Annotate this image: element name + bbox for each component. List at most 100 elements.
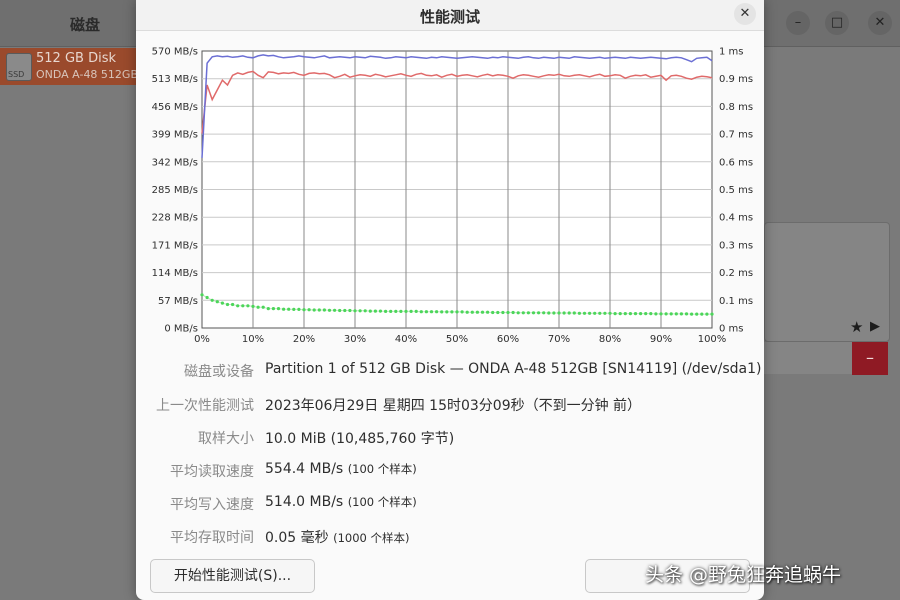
access-time-point bbox=[363, 309, 367, 313]
info-row-avg-write: 平均写入速度 514.0 MB/s (100 个样本) bbox=[136, 494, 764, 516]
access-time-point bbox=[659, 312, 663, 316]
access-time-point bbox=[460, 310, 464, 314]
disk-model: ONDA A-48 512GB bbox=[36, 68, 136, 81]
y-tick-label-right: 0.5 ms bbox=[719, 185, 753, 196]
info-label: 取样大小 bbox=[198, 431, 254, 447]
info-value: Partition 1 of 512 GB Disk — ONDA A-48 5… bbox=[265, 361, 762, 377]
info-value: 2023年06月29日 星期四 15时03分09秒（不到一分钟 前） bbox=[265, 398, 642, 414]
y-tick-label-left: 399 MB/s bbox=[152, 130, 198, 141]
access-time-point bbox=[516, 311, 520, 315]
access-time-point bbox=[572, 311, 576, 315]
x-tick-label: 30% bbox=[344, 334, 366, 345]
access-time-point bbox=[205, 295, 209, 300]
access-time-point bbox=[282, 307, 286, 311]
access-time-point bbox=[261, 305, 265, 309]
x-tick-label: 80% bbox=[599, 334, 621, 345]
access-time-point bbox=[557, 311, 561, 315]
access-time-point bbox=[251, 304, 255, 308]
info-row-last-test: 上一次性能测试 2023年06月29日 星期四 15时03分09秒（不到一分钟 … bbox=[136, 395, 764, 417]
x-tick-label: 60% bbox=[497, 334, 519, 345]
access-time-point bbox=[419, 310, 423, 314]
access-time-point bbox=[480, 310, 485, 314]
access-time-point bbox=[633, 312, 638, 316]
access-time-point bbox=[654, 312, 658, 316]
info-label: 平均读取速度 bbox=[170, 464, 254, 480]
access-time-point bbox=[618, 312, 622, 316]
y-tick-label-right: 0.8 ms bbox=[719, 102, 753, 113]
access-time-point bbox=[215, 300, 219, 304]
access-time-point bbox=[241, 304, 245, 308]
access-time-point bbox=[302, 308, 306, 312]
access-time-point bbox=[649, 312, 653, 316]
access-time-point bbox=[389, 309, 393, 313]
play-icon[interactable]: ▶ bbox=[870, 319, 880, 334]
background-window-title: 磁盘 bbox=[70, 16, 101, 34]
access-time-point bbox=[521, 311, 525, 315]
x-tick-label: 70% bbox=[548, 334, 570, 345]
access-time-point bbox=[603, 311, 607, 315]
access-time-point bbox=[526, 311, 530, 315]
info-row-device: 磁盘或设备 Partition 1 of 512 GB Disk — ONDA … bbox=[136, 361, 764, 383]
access-time-point bbox=[450, 310, 454, 314]
x-tick-label: 50% bbox=[446, 334, 468, 345]
access-time-point bbox=[200, 293, 204, 297]
access-time-point bbox=[542, 311, 546, 315]
access-time-point bbox=[537, 311, 541, 315]
sample-note: (100 个样本) bbox=[347, 462, 417, 476]
delete-partition-button[interactable]: – bbox=[852, 342, 888, 375]
secondary-dialog-button[interactable] bbox=[585, 559, 750, 593]
access-time-point bbox=[424, 310, 428, 314]
watermark-text: 头条 @野兔狂奔追蜗牛 bbox=[645, 564, 842, 586]
x-tick-label: 90% bbox=[650, 334, 672, 345]
access-time-point bbox=[470, 310, 474, 314]
close-window-button[interactable]: ✕ bbox=[868, 11, 892, 35]
star-icon[interactable]: ★ bbox=[850, 318, 864, 336]
y-tick-label-left: 285 MB/s bbox=[152, 185, 198, 196]
access-time-point bbox=[623, 312, 627, 316]
y-tick-label-left: 57 MB/s bbox=[158, 296, 198, 307]
access-time-point bbox=[327, 308, 332, 312]
access-time-point bbox=[679, 312, 684, 316]
y-tick-label-right: 1 ms bbox=[719, 47, 744, 58]
info-value: 10.0 MiB (10,485,760 字节) bbox=[265, 431, 455, 447]
volume-map[interactable] bbox=[764, 222, 890, 342]
access-time-point bbox=[628, 312, 632, 316]
access-time-point bbox=[639, 312, 643, 316]
access-time-point bbox=[644, 312, 648, 316]
access-time-point bbox=[312, 308, 316, 312]
info-row-sample-size: 取样大小 10.0 MiB (10,485,760 字节) bbox=[136, 428, 764, 450]
dialog-header bbox=[136, 0, 764, 31]
access-time-point bbox=[348, 308, 352, 313]
access-time-point bbox=[333, 308, 337, 312]
access-time-point bbox=[210, 298, 214, 302]
y-tick-label-left: 114 MB/s bbox=[152, 268, 198, 279]
access-time-point bbox=[577, 311, 581, 315]
access-time-point bbox=[297, 307, 301, 311]
info-value: 514.0 MB/s (100 个样本) bbox=[265, 494, 417, 510]
write-speed-line bbox=[201, 70, 713, 134]
start-benchmark-button[interactable]: 开始性能测试(S)... bbox=[150, 559, 315, 593]
access-time-point bbox=[700, 312, 704, 316]
access-time-point bbox=[287, 307, 291, 311]
access-time-point bbox=[338, 308, 342, 313]
dialog-close-button[interactable]: ✕ bbox=[734, 3, 756, 25]
disk-name: 512 GB Disk bbox=[36, 51, 116, 66]
access-time-point bbox=[608, 311, 612, 315]
access-time-point bbox=[307, 308, 311, 312]
x-tick-label: 40% bbox=[395, 334, 417, 345]
minimize-button[interactable]: – bbox=[786, 11, 810, 35]
access-time-point bbox=[501, 310, 505, 315]
maximize-button[interactable]: □ bbox=[825, 11, 849, 35]
access-time-point bbox=[414, 309, 418, 313]
access-time-point bbox=[598, 311, 602, 315]
sample-note: (100 个样本) bbox=[347, 495, 417, 509]
access-time-point bbox=[588, 311, 592, 315]
sidebar-item-disk[interactable]: SSD 512 GB Disk ONDA A-48 512GB bbox=[0, 48, 136, 85]
info-label: 上一次性能测试 bbox=[156, 398, 254, 414]
access-time-point bbox=[409, 309, 413, 313]
access-time-point bbox=[690, 312, 694, 316]
access-time-point bbox=[266, 307, 270, 311]
y-tick-label-left: 228 MB/s bbox=[152, 213, 198, 224]
access-time-point bbox=[695, 312, 699, 316]
y-tick-label-right: 0 ms bbox=[719, 324, 744, 335]
